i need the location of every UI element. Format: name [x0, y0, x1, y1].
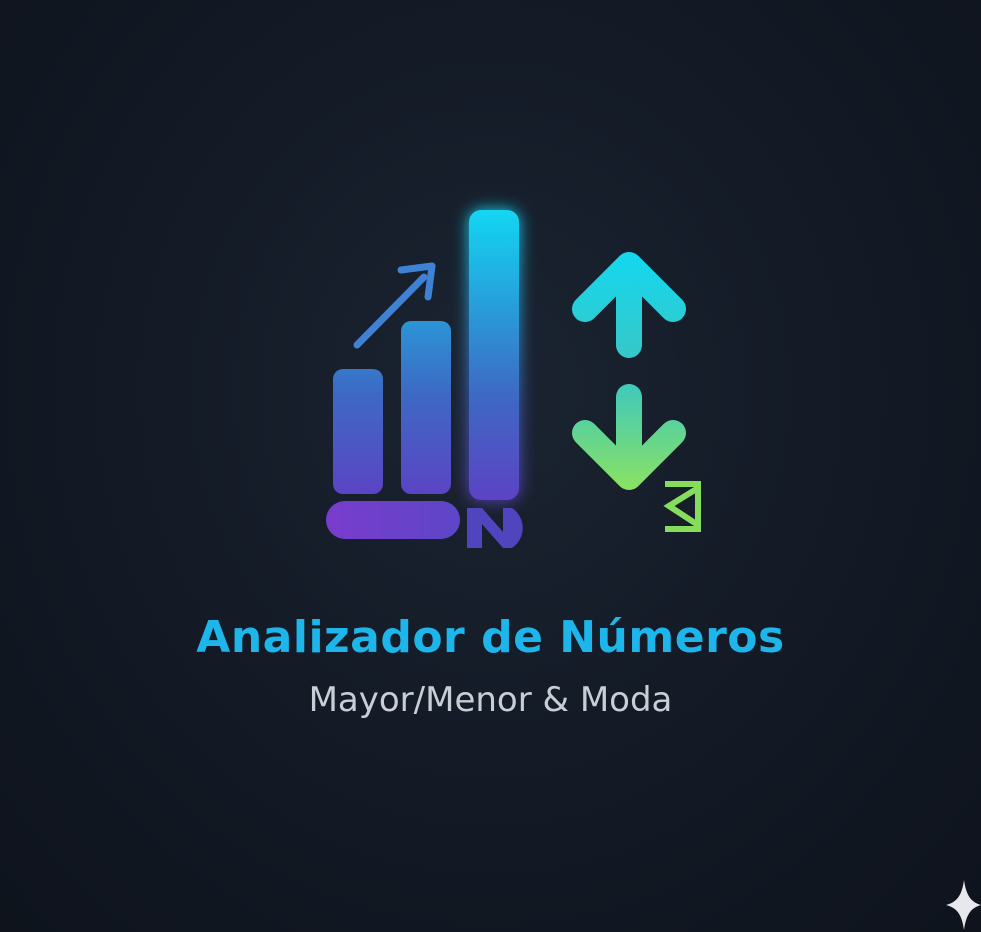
trend-arrow-icon — [353, 262, 436, 349]
arrow-up-icon — [572, 252, 686, 358]
chart-base — [326, 501, 460, 539]
app-subtitle: Mayor/Menor & Moda — [308, 680, 673, 720]
bar-chart-icon — [326, 210, 519, 539]
arrow-down-icon — [572, 384, 686, 490]
bar-tall — [469, 210, 519, 500]
sparkle-icon — [946, 880, 981, 930]
n-letter-icon — [467, 508, 523, 548]
bar-short — [333, 369, 383, 494]
sigma-icon — [663, 481, 701, 532]
app-title: Analizador de Números — [196, 612, 785, 663]
bar-medium — [401, 321, 451, 494]
